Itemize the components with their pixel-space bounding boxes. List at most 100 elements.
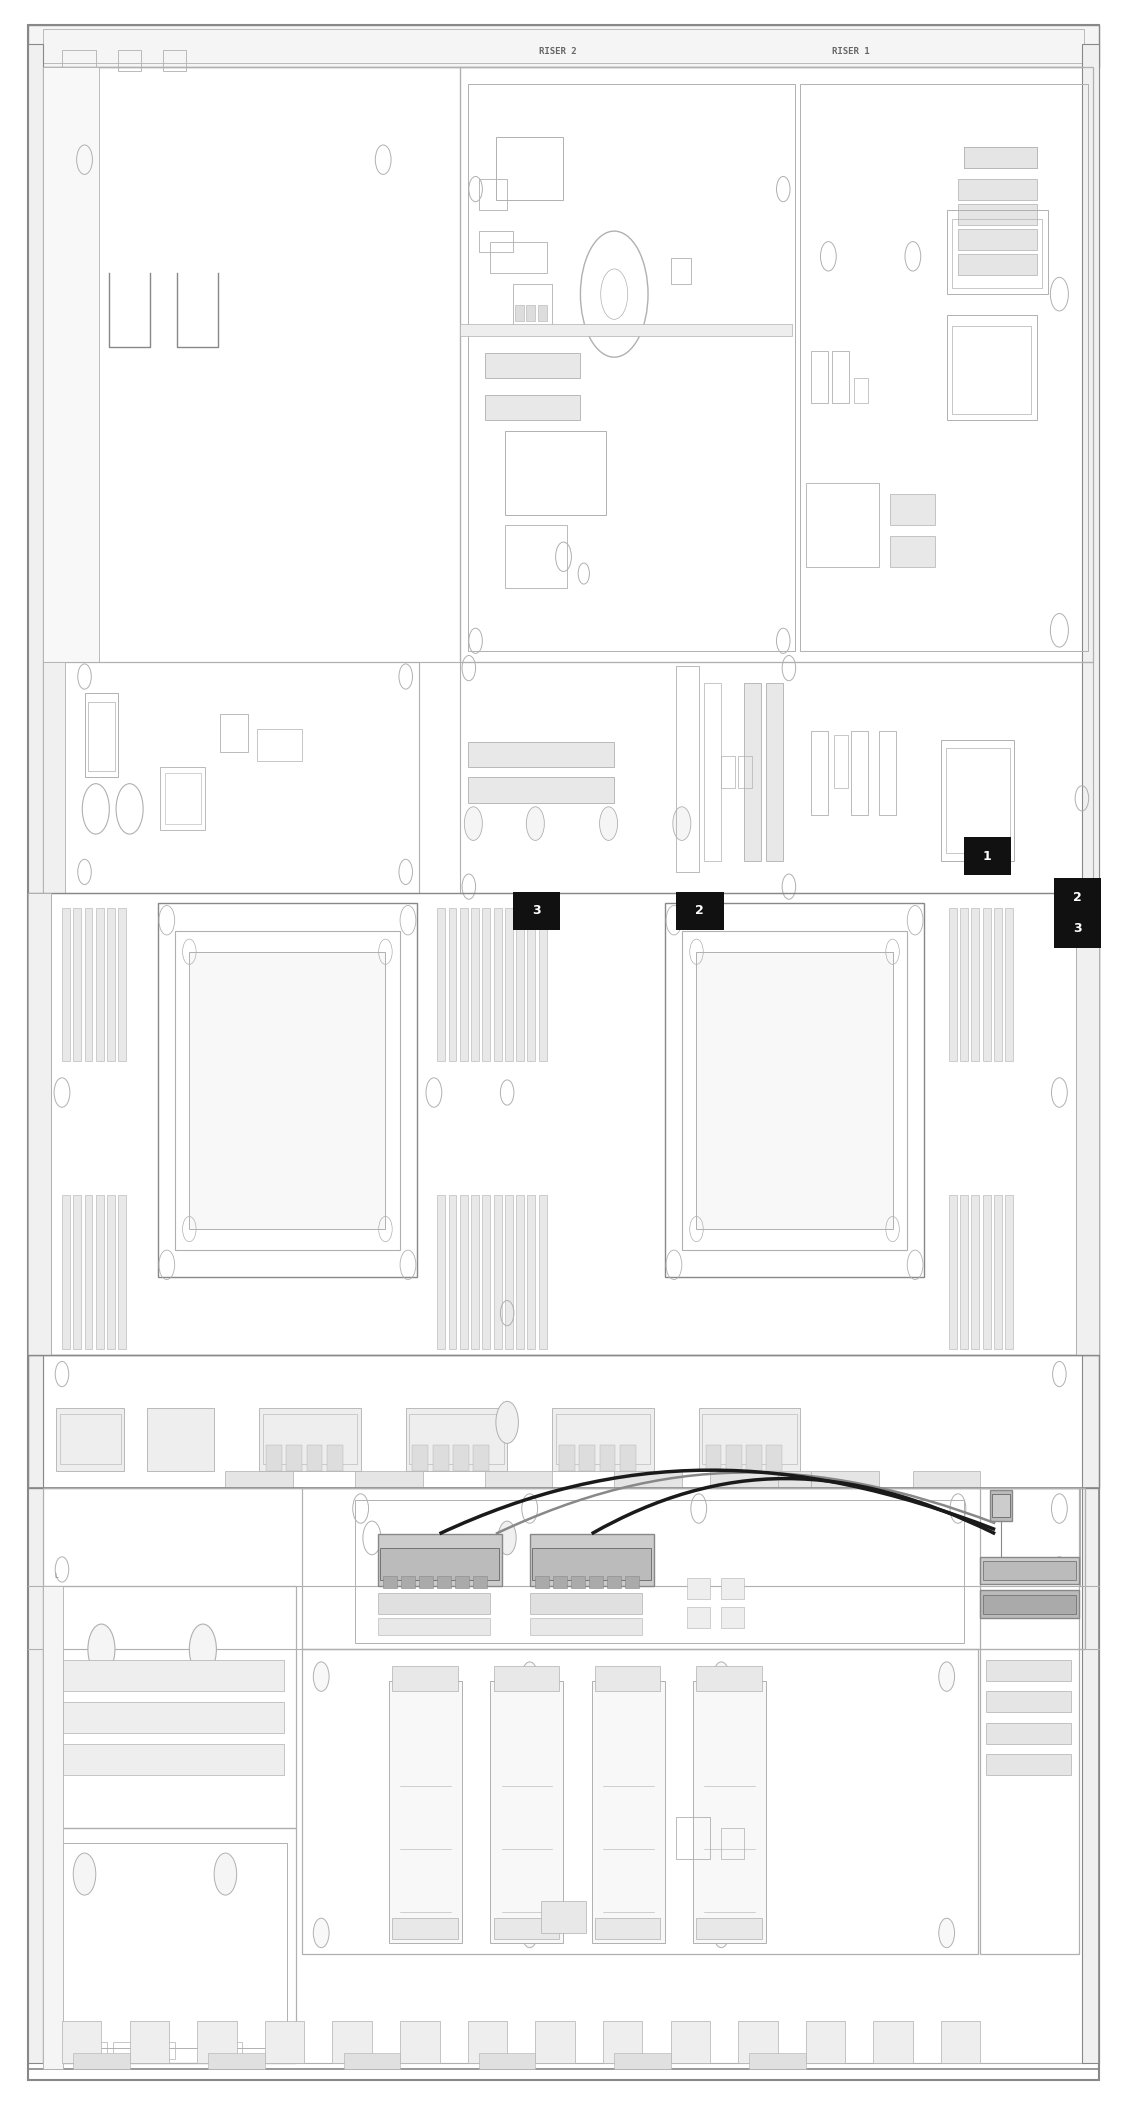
Bar	[721, 756, 735, 788]
Bar	[505, 908, 513, 1061]
Bar	[990, 1490, 1012, 1521]
Bar	[832, 351, 849, 403]
Circle shape	[496, 1401, 518, 1443]
Bar	[383, 1576, 397, 1588]
Bar	[28, 893, 1099, 1355]
Bar	[811, 351, 828, 403]
Bar	[56, 1843, 287, 2048]
Bar	[505, 1195, 513, 1349]
Bar	[286, 1445, 302, 1471]
Bar	[130, 2021, 169, 2063]
Bar	[552, 1408, 654, 1471]
Bar	[158, 903, 417, 1277]
Bar	[890, 536, 935, 567]
Bar	[344, 2053, 400, 2069]
Bar	[471, 1195, 479, 1349]
Bar	[85, 693, 118, 777]
Bar	[485, 1471, 552, 1488]
Bar	[949, 908, 957, 1061]
Bar	[468, 84, 795, 651]
Bar	[958, 179, 1037, 200]
Bar	[28, 1488, 1099, 2069]
Bar	[307, 1445, 322, 1471]
Bar	[378, 1534, 502, 1586]
Bar	[449, 1195, 456, 1349]
Bar	[62, 1195, 70, 1349]
Bar	[738, 2021, 778, 2063]
Bar	[687, 1578, 710, 1599]
Bar	[535, 1576, 549, 1588]
Bar	[879, 731, 896, 815]
Bar	[266, 1445, 282, 1471]
Bar	[952, 219, 1042, 288]
Bar	[378, 1618, 490, 1635]
Bar	[532, 1548, 651, 1580]
Bar	[614, 2053, 671, 2069]
Bar	[1076, 893, 1099, 1355]
Circle shape	[313, 1918, 329, 1948]
Text: L: L	[54, 1574, 57, 1578]
Bar	[332, 2021, 372, 2063]
Bar	[455, 1576, 469, 1588]
Bar	[964, 147, 1037, 168]
Text: 2: 2	[695, 903, 704, 918]
Bar	[96, 908, 104, 1061]
Bar	[539, 1195, 547, 1349]
Bar	[607, 1576, 621, 1588]
Bar	[449, 908, 456, 1061]
Bar	[118, 1195, 126, 1349]
Bar	[62, 2021, 101, 2063]
Bar	[468, 2021, 507, 2063]
Bar	[259, 1408, 361, 1471]
Bar	[595, 1666, 660, 1691]
Bar	[485, 353, 580, 378]
Circle shape	[464, 807, 482, 840]
Bar	[62, 50, 96, 71]
Circle shape	[939, 1662, 955, 1691]
Bar	[107, 908, 115, 1061]
Bar	[873, 2021, 913, 2063]
Bar	[225, 1471, 293, 1488]
Bar	[85, 908, 92, 1061]
Bar	[43, 67, 460, 662]
Circle shape	[522, 1918, 538, 1948]
Bar	[1005, 908, 1013, 1061]
Bar	[721, 1828, 744, 1859]
Bar	[516, 1195, 524, 1349]
Bar	[986, 1660, 1071, 1681]
Bar	[946, 748, 1010, 853]
Bar	[437, 1576, 451, 1588]
Bar	[676, 1817, 710, 1859]
Bar	[43, 1488, 1080, 1586]
Bar	[59, 1744, 284, 1775]
Bar	[175, 931, 400, 1250]
Bar	[851, 731, 868, 815]
Bar	[706, 1445, 721, 1471]
Bar	[43, 1586, 296, 1828]
Bar	[806, 483, 879, 567]
Circle shape	[498, 1521, 516, 1555]
Bar	[941, 740, 1014, 861]
Bar	[479, 231, 513, 252]
Bar	[702, 1414, 797, 1464]
Bar	[983, 908, 991, 1061]
Bar	[766, 683, 783, 861]
Bar	[73, 2053, 130, 2069]
Bar	[515, 305, 524, 321]
Text: 3: 3	[1073, 922, 1082, 935]
Bar	[147, 1408, 214, 1471]
Bar	[1082, 44, 1099, 2063]
Bar	[592, 1681, 665, 1943]
Bar	[625, 1576, 639, 1588]
Bar	[958, 229, 1037, 250]
Bar	[516, 908, 524, 1061]
Circle shape	[313, 1662, 329, 1691]
Bar	[453, 1445, 469, 1471]
Bar	[964, 147, 1037, 168]
Bar	[43, 662, 419, 893]
Bar	[189, 952, 385, 1229]
Bar	[88, 702, 115, 771]
Bar	[696, 952, 893, 1229]
Bar	[412, 1445, 428, 1471]
Bar	[971, 1195, 979, 1349]
